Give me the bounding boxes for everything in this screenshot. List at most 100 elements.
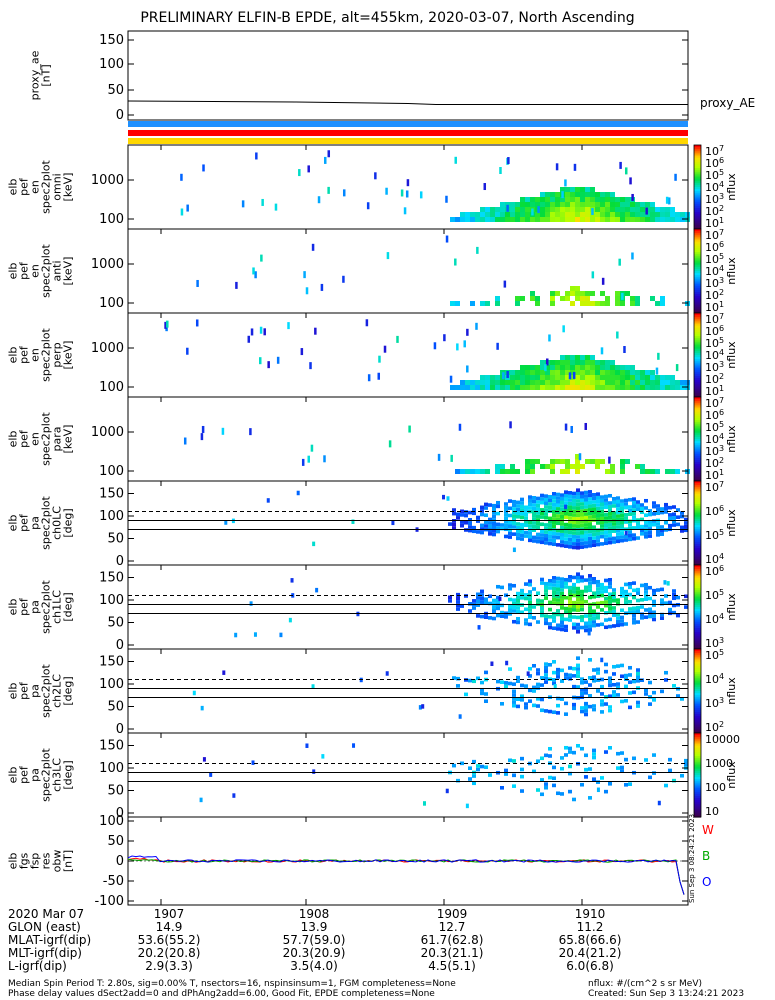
spec-para-tick-label: 1000 — [91, 425, 124, 440]
colorbar-label: nflux — [725, 257, 738, 285]
spec-cell — [560, 197, 565, 202]
spec-cell — [674, 173, 677, 181]
pa-cell — [568, 505, 572, 510]
axis-row-label: MLAT-igrf(dip) — [8, 933, 91, 947]
pa-cell — [532, 495, 536, 500]
pa-cell — [608, 494, 612, 498]
pa-cell — [560, 697, 564, 701]
colorbar-tick-label: 102 — [705, 720, 724, 734]
pa-cell — [620, 531, 624, 536]
spec-cell — [300, 348, 304, 356]
pa-cell — [588, 694, 592, 698]
pa-cell — [552, 499, 556, 503]
pa-cell — [628, 607, 632, 611]
colorbar-cell — [694, 594, 701, 598]
spec-cell — [520, 217, 525, 222]
spec-cell — [615, 375, 620, 380]
colorbar-cell — [694, 508, 701, 511]
pa-cell — [552, 670, 556, 675]
pa-cell — [576, 626, 580, 630]
pa-cell — [472, 759, 476, 764]
pa-cell — [636, 536, 640, 540]
spec-cell — [605, 385, 610, 390]
colorbar-cell — [694, 304, 701, 308]
pa-cell — [596, 495, 600, 500]
spec-cell — [665, 375, 670, 380]
spec-cell — [475, 385, 480, 390]
y-label-line: [keV] — [62, 425, 75, 454]
pa-cell — [624, 505, 628, 510]
colorbar-cell — [694, 630, 701, 633]
pa-cell — [209, 772, 213, 777]
pa-cell — [664, 678, 668, 682]
pa-cell — [544, 537, 548, 542]
spec-cell — [560, 296, 565, 301]
spec-cell — [525, 370, 530, 375]
pa-cell — [604, 600, 608, 604]
spec-cell — [466, 365, 469, 373]
pa-cell — [572, 531, 576, 535]
pa-cell — [532, 521, 536, 525]
spec-cell — [503, 280, 507, 288]
pa-cell — [600, 513, 604, 517]
spec-cell — [419, 191, 423, 199]
pa-cell — [672, 505, 676, 509]
pa-cell — [592, 543, 596, 547]
spec-cell — [565, 207, 570, 212]
spec-cell — [590, 380, 595, 385]
pa-cell — [564, 712, 568, 716]
colorbar-cell — [694, 145, 701, 148]
pa-cell — [516, 511, 520, 515]
pa-cell — [568, 666, 572, 670]
pa-cell — [644, 582, 648, 587]
pa-cell — [604, 541, 608, 546]
pa-cell — [664, 506, 668, 511]
pa-cell — [666, 581, 670, 586]
colorbar-label: nflux — [725, 173, 738, 201]
pa-cell — [572, 542, 576, 546]
pa-cell — [572, 575, 576, 580]
pa-cell — [652, 603, 656, 607]
pa-cell — [564, 745, 568, 750]
pa-cell — [568, 746, 572, 751]
pa-cell — [596, 780, 600, 784]
spec-cell — [585, 217, 590, 222]
spec-cell — [241, 200, 245, 208]
spec-cell — [660, 296, 665, 301]
spec-cell — [515, 370, 520, 375]
pa-cell — [544, 621, 548, 626]
pa-cell — [460, 509, 464, 514]
spec-cell — [450, 217, 455, 222]
colorbar-cell — [694, 292, 701, 295]
pa-cell — [672, 684, 676, 688]
pa-cell — [664, 594, 668, 598]
pa-cell — [526, 671, 530, 676]
colorbar-cell — [694, 600, 701, 604]
pa-cell — [636, 587, 640, 592]
pa-cell — [556, 594, 560, 599]
pa-cell — [460, 604, 464, 608]
pa-cell — [548, 709, 552, 714]
pa-cell — [540, 613, 544, 618]
spec-cell — [476, 246, 479, 254]
spec-cell — [515, 301, 520, 306]
pa-cell — [536, 788, 540, 792]
pa-cell — [600, 600, 604, 605]
pa-cell — [680, 529, 684, 533]
pa-cell — [644, 586, 648, 591]
pa-cell — [568, 491, 572, 495]
pa-cell — [624, 502, 628, 506]
colorbar-cell — [694, 201, 701, 205]
colorbar-cell — [694, 474, 701, 478]
pa-cell — [480, 600, 484, 604]
spec-cell — [200, 433, 204, 441]
pa-cell — [524, 621, 528, 626]
pa-cell — [528, 531, 532, 535]
pa-cell — [544, 669, 548, 674]
colorbar-cell — [694, 344, 701, 348]
pa-cell — [588, 504, 592, 509]
spec-cell — [530, 469, 535, 474]
pa-cell — [640, 524, 644, 529]
colorbar-tick-label: 105 — [705, 528, 724, 542]
